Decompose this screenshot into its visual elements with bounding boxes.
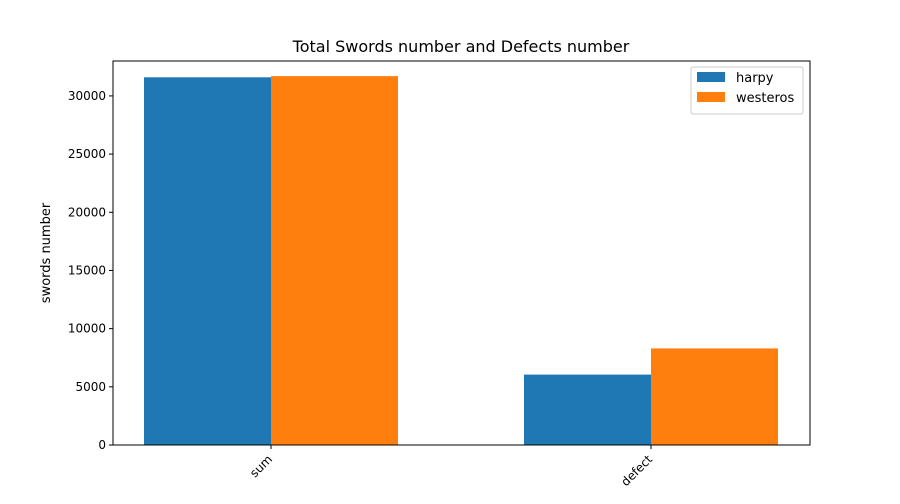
legend-swatch-harpy (697, 72, 725, 82)
axes (112, 60, 811, 446)
legend-label-harpy: harpy (736, 71, 774, 86)
bar-harpy-defect (524, 374, 651, 445)
y-tick-label: 10000 (68, 322, 106, 336)
plot-frame (112, 60, 811, 446)
bar-westeros-sum (271, 76, 398, 446)
y-tick-label: 20000 (68, 205, 106, 219)
plot-bars (144, 76, 778, 446)
y-tick-label: 5000 (75, 380, 106, 394)
chart-title: Total Swords number and Defects number (292, 37, 630, 56)
legend-swatch-westeros (697, 92, 725, 102)
y-axis-ticks: 0 5000 10000 15000 20000 25000 30000 (68, 89, 113, 452)
y-axis-label: swords number (39, 202, 54, 303)
x-axis-ticks: sum defect (247, 445, 655, 489)
x-tick-label-defect: defect (618, 452, 655, 489)
y-tick-label: 0 (98, 438, 106, 452)
y-tick-label: 15000 (68, 263, 106, 277)
y-tick-label: 30000 (68, 89, 106, 103)
bar-westeros-defect (651, 348, 778, 445)
legend: harpy westeros (690, 66, 804, 115)
legend-label-westeros: westeros (736, 91, 795, 106)
x-tick-label-sum: sum (247, 452, 275, 480)
y-tick-label: 25000 (68, 147, 106, 161)
bar-harpy-sum (144, 77, 271, 446)
